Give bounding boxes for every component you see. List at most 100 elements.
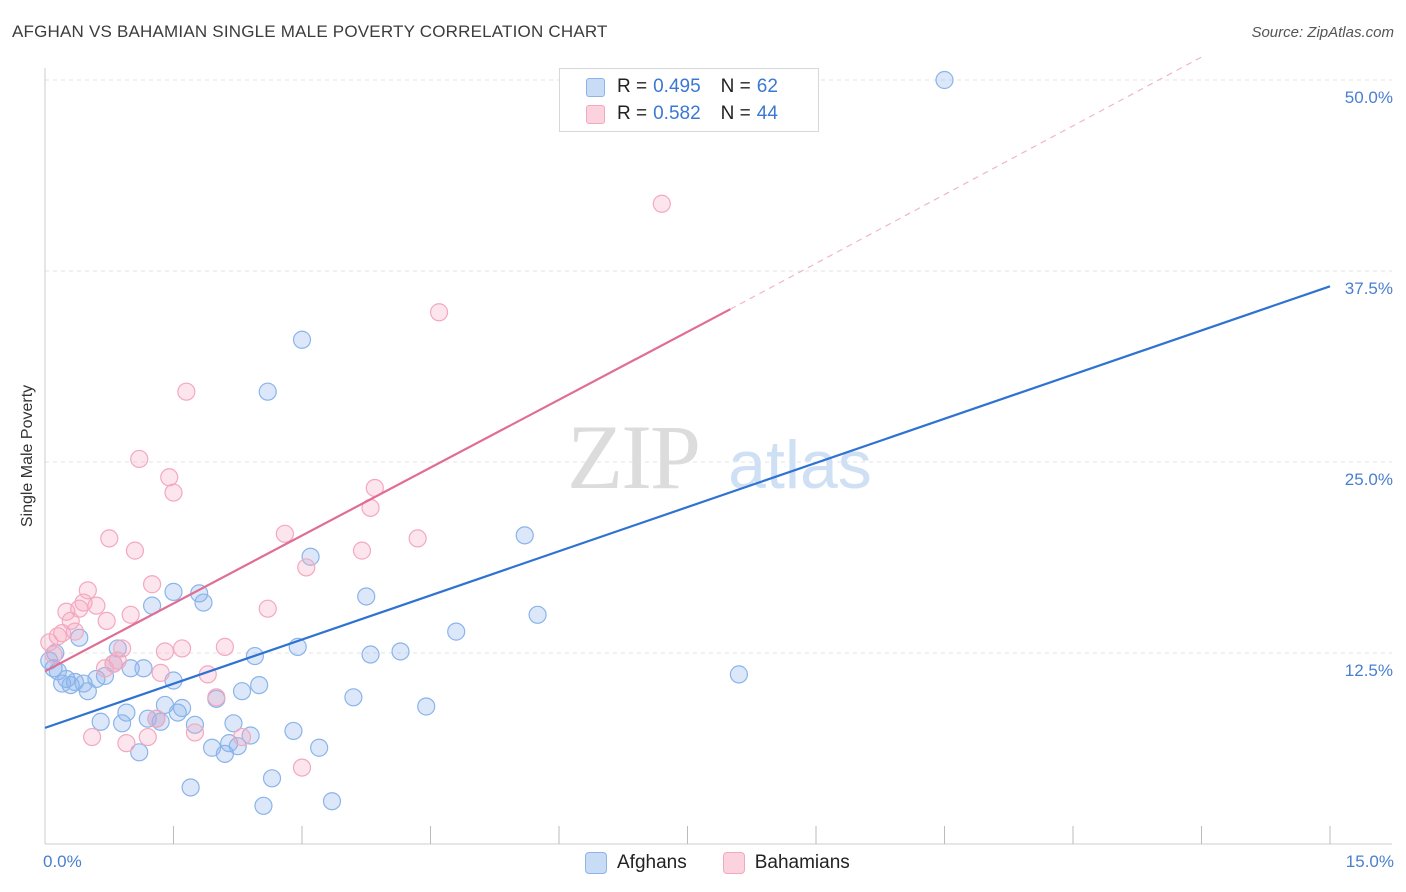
bahamians-legend-swatch <box>722 852 745 874</box>
data-point-bahamians <box>147 709 166 728</box>
data-point-bahamians <box>44 645 63 664</box>
data-point-bahamians <box>207 688 226 707</box>
data-point-afghans <box>250 675 269 695</box>
data-point-bahamians <box>408 529 427 548</box>
data-point-afghans <box>228 737 247 756</box>
data-point-afghans <box>310 738 329 757</box>
data-point-bahamians <box>112 639 132 658</box>
data-point-bahamians <box>155 642 175 661</box>
n-label: N = <box>720 103 751 124</box>
data-point-afghans <box>258 382 277 401</box>
afghans-swatch <box>586 77 605 97</box>
y-tick-label: 37.5% <box>1344 279 1393 298</box>
data-point-afghans <box>322 792 342 811</box>
afghans-legend-label: Afghans <box>617 852 687 873</box>
data-point-afghans <box>91 712 110 731</box>
trend-extension-bahamians <box>730 56 1202 310</box>
data-point-afghans <box>232 682 252 701</box>
data-point-bahamians <box>151 663 170 682</box>
trend-line-afghans <box>44 285 1331 729</box>
legend-row-afghans: R = 0.495 N = 62 <box>586 75 778 99</box>
source-label: Source: ZipAtlas.com <box>1251 24 1394 41</box>
data-point-bahamians <box>172 639 192 658</box>
data-point-bahamians <box>297 558 316 577</box>
x-tick-label-max: 15.0% <box>1345 852 1394 871</box>
n-label: N = <box>720 76 751 97</box>
data-point-bahamians <box>117 734 136 753</box>
data-point-afghans <box>284 721 303 741</box>
data-point-afghans <box>515 526 534 545</box>
n-value: 62 <box>756 76 778 97</box>
y-tick-label: 12.5% <box>1344 661 1393 680</box>
data-point-bahamians <box>258 599 277 618</box>
data-point-afghans <box>164 582 183 601</box>
watermark-zip: ZIP <box>567 406 699 508</box>
r-value: 0.495 <box>653 76 701 97</box>
data-point-afghans <box>117 703 136 722</box>
data-point-bahamians <box>100 529 119 548</box>
x-tick-label-min: 0.0% <box>43 852 82 871</box>
data-point-afghans <box>301 547 320 566</box>
series-afghans <box>40 70 954 815</box>
data-point-afghans <box>292 330 312 349</box>
data-point-bahamians <box>232 727 252 747</box>
trend-lines <box>44 56 1331 729</box>
data-point-bahamians <box>142 575 162 594</box>
y-axis-label: Single Male Poverty <box>19 384 36 528</box>
data-point-bahamians <box>97 611 116 631</box>
data-point-bahamians <box>164 483 183 502</box>
y-tick-label: 25.0% <box>1344 470 1393 489</box>
legend-item-bahamians[interactable]: Bahamians <box>722 852 850 874</box>
stats-legend: R = 0.495 N = 62 R = 0.582 N = 44 <box>559 68 819 132</box>
data-point-afghans <box>729 665 749 684</box>
data-point-bahamians <box>83 727 102 747</box>
series-legend: Afghans Bahamians <box>585 852 886 874</box>
legend-item-afghans[interactable]: Afghans <box>585 852 687 874</box>
data-point-afghans <box>391 642 410 661</box>
data-point-bahamians <box>215 637 234 656</box>
series-bahamians <box>40 194 671 777</box>
data-point-afghans <box>447 622 466 641</box>
data-point-bahamians <box>78 581 97 600</box>
data-point-bahamians <box>177 382 196 401</box>
bahamians-swatch <box>586 104 605 124</box>
r-label: R = <box>617 103 648 124</box>
data-point-bahamians <box>352 541 372 560</box>
data-point-afghans <box>417 697 436 716</box>
watermark: ZIP atlas <box>567 406 872 508</box>
n-value: 44 <box>756 103 778 124</box>
data-point-bahamians <box>160 468 179 487</box>
r-label: R = <box>617 76 648 97</box>
watermark-atlas: atlas <box>728 427 872 503</box>
data-point-afghans <box>262 769 282 788</box>
data-point-afghans <box>134 659 153 678</box>
data-point-bahamians <box>429 303 449 322</box>
data-point-afghans <box>112 714 132 733</box>
data-point-afghans <box>185 715 205 734</box>
data-point-bahamians <box>275 524 294 543</box>
data-point-afghans <box>194 593 213 612</box>
data-point-bahamians <box>138 727 157 747</box>
r-value: 0.582 <box>653 103 701 124</box>
data-point-afghans <box>130 743 149 762</box>
afghans-legend-swatch <box>585 852 607 874</box>
data-point-bahamians <box>652 194 671 213</box>
data-point-bahamians <box>121 605 140 624</box>
data-point-afghans <box>224 714 243 733</box>
trend-line-bahamians <box>44 308 731 673</box>
legend-row-bahamians: R = 0.582 N = 44 <box>586 102 778 126</box>
data-point-afghans <box>172 698 192 718</box>
data-point-bahamians <box>292 758 312 777</box>
data-point-afghans <box>344 688 363 707</box>
chart-title: AFGHAN VS BAHAMIAN SINGLE MALE POVERTY C… <box>12 22 608 41</box>
data-point-bahamians <box>125 541 145 560</box>
data-point-bahamians <box>87 596 106 615</box>
data-point-afghans <box>528 605 547 624</box>
gridlines <box>45 79 1392 654</box>
data-point-bahamians <box>130 449 149 469</box>
data-point-afghans <box>181 778 200 797</box>
bahamians-legend-label: Bahamians <box>754 852 850 873</box>
axes <box>44 68 1392 845</box>
data-point-bahamians <box>65 622 85 641</box>
